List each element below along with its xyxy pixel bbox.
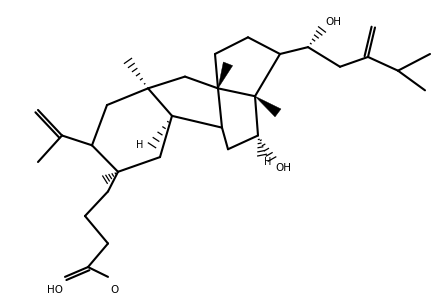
Text: H: H <box>264 157 271 167</box>
Text: O: O <box>110 285 118 295</box>
Text: OH: OH <box>275 163 291 173</box>
Text: OH: OH <box>325 17 341 28</box>
Polygon shape <box>218 62 232 89</box>
Text: H: H <box>135 140 143 150</box>
Text: HO: HO <box>47 285 63 295</box>
Polygon shape <box>255 96 281 117</box>
